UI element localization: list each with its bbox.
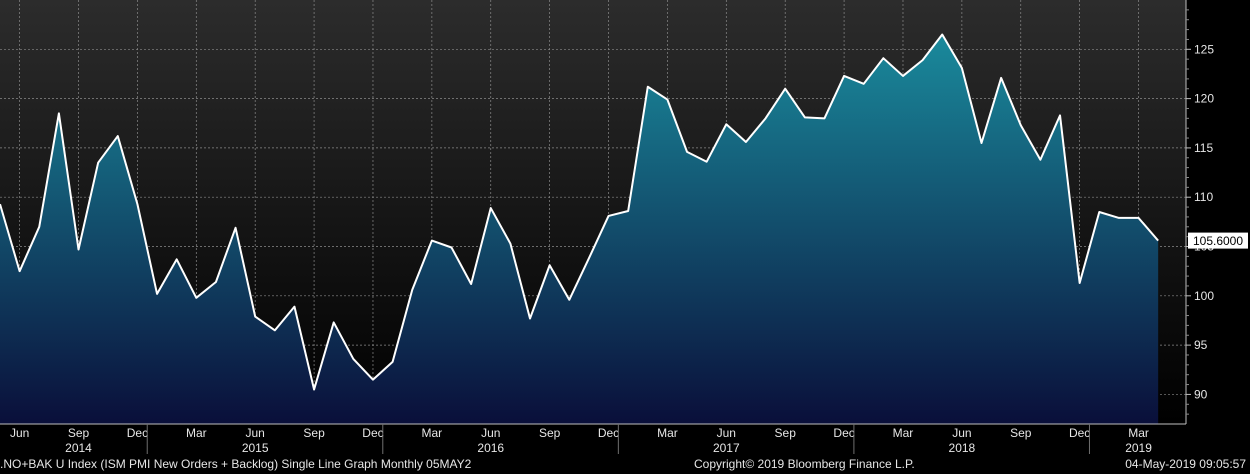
x-tick-label: Jun: [481, 426, 500, 440]
x-tick-label: Dec: [598, 426, 619, 440]
x-tick-label: Jun: [717, 426, 736, 440]
x-year-label: 2014: [65, 441, 92, 455]
chart-description: .NO+BAK U Index (ISM PMI New Orders + Ba…: [0, 457, 472, 471]
last-value-label: 105.6000: [1193, 234, 1243, 248]
x-year-label: 2018: [949, 441, 976, 455]
y-tick-label: 110: [1194, 190, 1213, 204]
last-value-box: [1188, 232, 1248, 249]
last-value-badge: 105.6000: [1188, 232, 1248, 249]
x-tick-label: Jun: [952, 426, 971, 440]
chart-timestamp: 04-May-2019 09:05:57: [1125, 457, 1246, 471]
x-tick-label: Mar: [186, 426, 207, 440]
x-tick-label: Mar: [1128, 426, 1149, 440]
y-tick-label: 125: [1194, 42, 1214, 56]
x-tick-label: Dec: [127, 426, 148, 440]
x-tick-label: Mar: [657, 426, 678, 440]
x-tick-label: Dec: [362, 426, 383, 440]
series-line: [0, 33, 1159, 391]
y-tick-label: 95: [1194, 338, 1208, 352]
copyright-notice: Copyright© 2019 Bloomberg Finance L.P.: [694, 457, 915, 471]
y-tick-label: 120: [1194, 92, 1214, 106]
x-year-label: 2016: [477, 441, 504, 455]
y-tick-label: 90: [1194, 387, 1208, 401]
x-axis: Jun Sep Dec Mar Jun Sep Dec Mar Jun Sep Dec Mar Jun S…: [0, 423, 1186, 455]
y-axis: 9095100105110115120125: [1185, 0, 1214, 424]
x-year-label: 2015: [242, 441, 269, 455]
x-year-label: 2019: [1125, 441, 1152, 455]
x-tick-label: Mar: [893, 426, 914, 440]
x-tick-label: Sep: [1010, 426, 1032, 440]
x-tick-label: Jun: [10, 426, 29, 440]
line-chart: 9095100105110115120125 JunSepDecMarJunSe…: [0, 0, 1248, 455]
x-tick-label: Sep: [68, 426, 90, 440]
x-tick-label: Jun: [246, 426, 265, 440]
x-tick-label: Dec: [1069, 426, 1090, 440]
x-tick-label: Mar: [422, 426, 443, 440]
y-tick-label: 115: [1194, 141, 1213, 155]
x-tick-label: Sep: [775, 426, 797, 440]
x-tick-label: Sep: [539, 426, 561, 440]
series-area-fill: [0, 34, 1159, 424]
x-year-label: 2017: [713, 441, 740, 455]
x-tick-label: Sep: [303, 426, 325, 440]
x-tick-label: Dec: [833, 426, 854, 440]
chart-footer: .NO+BAK U Index (ISM PMI New Orders + Ba…: [0, 455, 1250, 474]
y-tick-label: 100: [1194, 289, 1214, 303]
